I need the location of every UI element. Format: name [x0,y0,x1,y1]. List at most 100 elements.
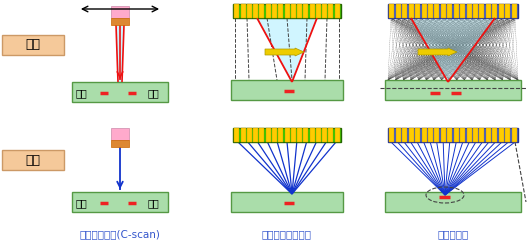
Bar [480,4,484,18]
Bar [402,4,407,18]
Bar [241,4,245,18]
FancyArrow shape [418,48,457,56]
Bar [435,128,439,142]
FancyArrow shape [265,48,304,56]
Bar [388,128,518,142]
Bar [2,150,64,170]
Bar [272,128,277,142]
Bar [297,4,302,18]
Bar [322,4,327,18]
Bar [473,128,478,142]
Bar [310,128,315,142]
Text: 欠陥: 欠陥 [148,88,160,98]
Text: フェーズドアレイ: フェーズドアレイ [262,229,312,239]
Bar [409,4,414,18]
Bar [231,80,343,100]
Bar [511,4,517,18]
Bar [486,4,491,18]
Bar [390,128,394,142]
Bar [409,128,414,142]
Text: 送信: 送信 [25,38,40,52]
Bar [329,4,333,18]
Bar [396,128,401,142]
Bar [278,128,283,142]
Bar [253,128,258,142]
Bar [316,4,321,18]
Bar [428,128,433,142]
Text: 欠陥: 欠陥 [148,198,160,208]
Bar [486,128,491,142]
Bar [291,4,296,18]
Bar [421,128,427,142]
Bar [303,128,308,142]
Bar [247,4,252,18]
Bar [415,128,420,142]
Bar [492,4,497,18]
Bar [310,4,315,18]
Bar [111,18,129,25]
Bar [266,4,271,18]
Bar [231,192,343,212]
Bar [241,128,245,142]
Bar [396,4,401,18]
Bar [402,128,407,142]
Bar [447,128,452,142]
Text: 欠陥: 欠陥 [75,88,87,98]
Bar [505,128,510,142]
Bar [247,128,252,142]
Bar [473,4,478,18]
Text: 欠陥: 欠陥 [75,198,87,208]
Bar [388,4,518,18]
Bar [233,4,341,18]
Bar [303,4,308,18]
Bar [421,4,427,18]
Bar [435,4,439,18]
Bar [234,128,239,142]
Polygon shape [257,18,317,82]
Bar [285,4,289,18]
Bar [385,80,521,100]
Bar [297,128,302,142]
Bar [72,82,168,102]
Bar [111,128,129,140]
Bar [285,128,289,142]
Bar [322,128,327,142]
Bar [499,128,503,142]
Bar [278,4,283,18]
Bar [480,128,484,142]
Bar [466,128,472,142]
Bar [234,4,239,18]
Text: 受信: 受信 [25,154,40,166]
Bar [266,128,271,142]
Bar [415,4,420,18]
Bar [511,128,517,142]
Bar [505,4,510,18]
Bar [233,128,341,142]
Polygon shape [116,25,124,82]
Bar [466,4,472,18]
Bar [441,128,446,142]
Bar [329,128,333,142]
Bar [111,140,129,147]
Bar [460,4,465,18]
Text: 単眼プローブ(C-scan): 単眼プローブ(C-scan) [80,229,161,239]
Bar [291,128,296,142]
Bar [454,128,458,142]
Bar [335,128,340,142]
Bar [428,4,433,18]
Bar [111,6,129,18]
Text: 開口合成法: 開口合成法 [437,229,469,239]
Polygon shape [411,18,495,82]
Bar [385,192,521,212]
Bar [441,4,446,18]
Bar [460,128,465,142]
Bar [454,4,458,18]
Bar [253,4,258,18]
Bar [272,4,277,18]
Bar [2,35,64,55]
Bar [492,128,497,142]
Bar [499,4,503,18]
Bar [72,192,168,212]
Bar [447,4,452,18]
Bar [335,4,340,18]
